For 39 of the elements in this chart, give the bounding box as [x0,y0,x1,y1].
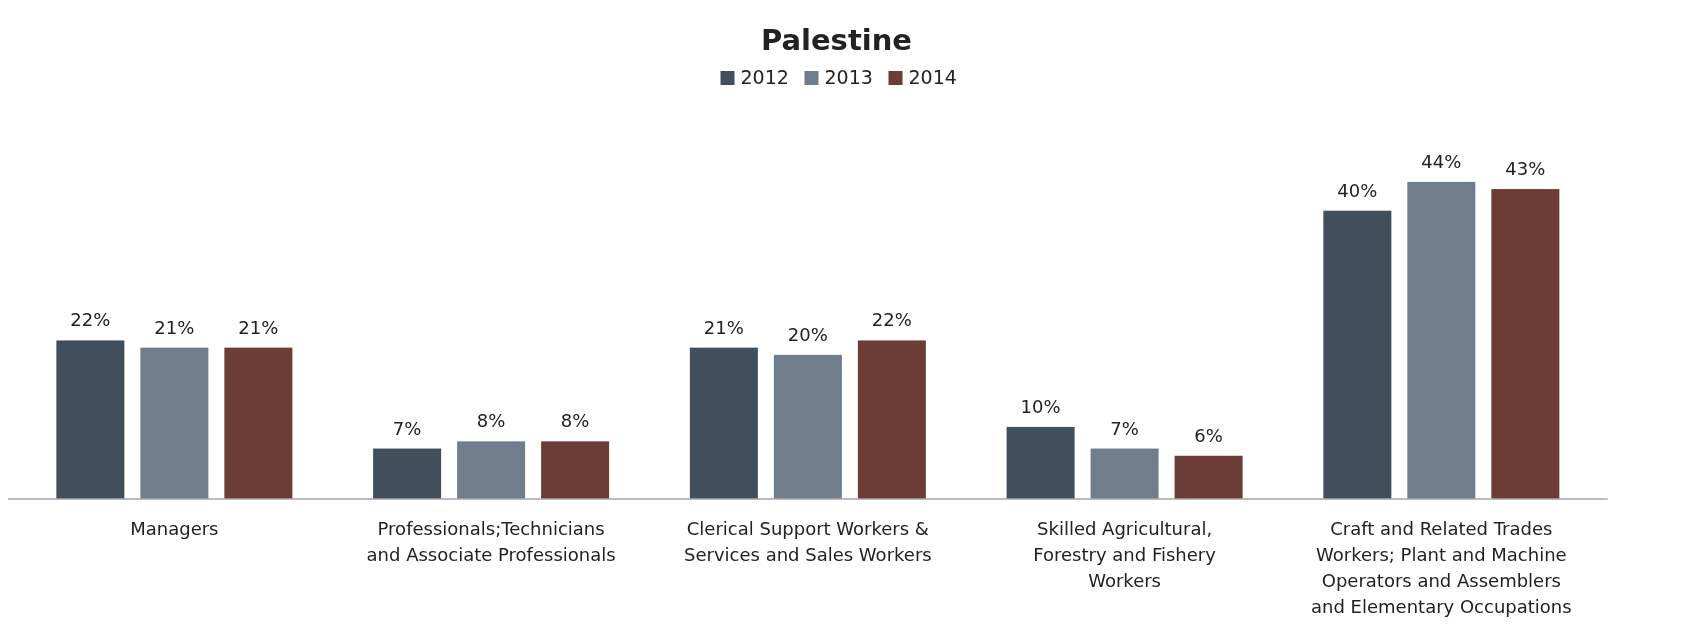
bar [56,340,125,499]
x-tick-label: Managers [130,518,219,539]
bar [773,354,842,499]
bar [1174,455,1243,499]
bar [541,441,610,499]
data-label: 22% [871,309,912,331]
data-label: 43% [1505,158,1546,180]
bar [689,347,758,499]
data-label: 21% [703,316,744,338]
bar [1491,189,1560,499]
data-label: 44% [1421,150,1462,172]
data-label: 7% [1110,417,1139,439]
bar [140,347,209,499]
bar [224,347,293,499]
data-label: 21% [238,316,279,338]
bar [1006,426,1075,499]
chart-title: Palestine [760,23,913,57]
x-tick-label: Clerical Support Workers & Services and Sales Workers [684,518,932,565]
legend-label: 2012 [740,66,789,88]
x-tick-label: Craft and Related Trades Workers; Plant and Machine Operators and Assemblers and Elementary Occupations [1311,518,1572,617]
legend-label: 2013 [824,66,873,88]
data-label: 10% [1020,395,1061,417]
legend-label: 2014 [908,66,957,88]
x-tick-label: Skilled Agricultural, Forestry and Fishery Workers [1033,518,1217,591]
data-label: 8% [476,410,506,432]
x-tick-label: Professionals;Technicians and Associate Professionals [366,518,616,565]
bar [457,441,526,499]
data-label: 21% [154,316,195,338]
data-label: 22% [70,309,111,331]
data-label: 8% [560,410,590,432]
data-label: 6% [1194,424,1223,446]
bar [1323,210,1392,499]
bar [373,448,442,499]
bar [857,340,926,499]
data-label: 20% [787,323,828,345]
data-label: 7% [392,417,422,439]
bar [1407,181,1476,499]
data-label: 40% [1337,179,1378,201]
bar [1090,448,1159,499]
